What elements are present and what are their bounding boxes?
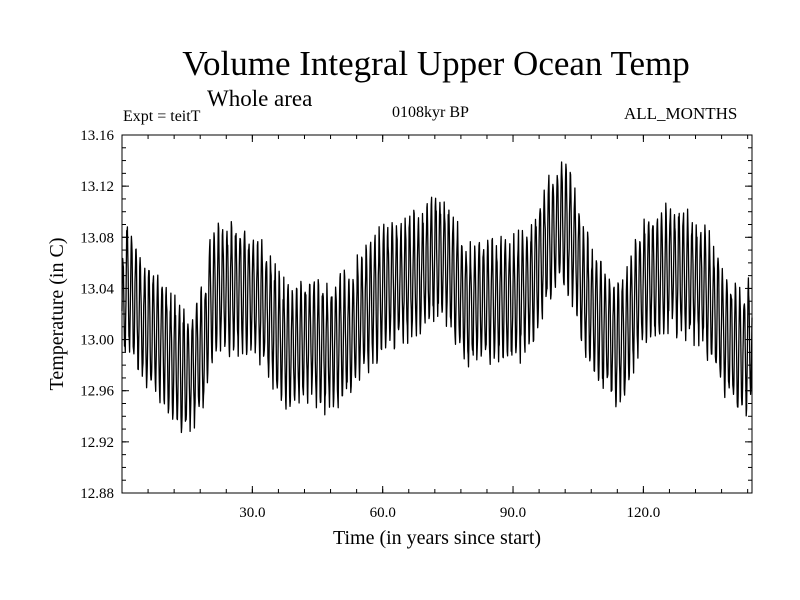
axis-layer: 12.88 12.92 12.96 13.00 13.04 13.08 13.12 13.16… (80, 128, 752, 521)
y-tick-label: 12.88 (80, 486, 114, 502)
y-tick-label: 13.08 (80, 230, 114, 246)
y-tick-label: 12.96 (80, 384, 114, 400)
y-axis-label: Temperature (in C) (46, 238, 68, 391)
x-tick-label: 120.0 (627, 505, 661, 521)
y-tick-label: 12.92 (80, 435, 114, 451)
temperature-series-line (121, 161, 753, 434)
series-layer (121, 161, 753, 434)
chart-title: Volume Integral Upper Ocean Temp (182, 44, 690, 83)
y-tick-label: 13.12 (80, 179, 114, 195)
y-tick-label: 13.00 (80, 333, 114, 349)
y-tick-label: 13.16 (80, 128, 114, 144)
y-tick-label: 13.04 (80, 281, 114, 297)
x-tick-label: 30.0 (239, 505, 265, 521)
x-tick-label: 90.0 (500, 505, 526, 521)
period-label: 0108kyr BP (392, 104, 469, 121)
chart-subtitle: Whole area (207, 86, 313, 111)
experiment-label: Expt = teitT (123, 108, 201, 125)
months-label: ALL_MONTHS (624, 104, 738, 123)
x-tick-label: 60.0 (370, 505, 396, 521)
x-axis-label: Time (in years since start) (333, 527, 541, 549)
